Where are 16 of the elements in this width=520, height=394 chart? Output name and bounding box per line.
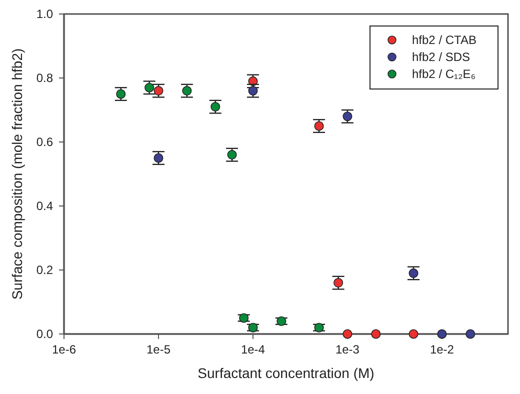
y-tick-label: 0.4: [36, 198, 54, 213]
x-tick-label: 1e-2: [430, 342, 454, 357]
legend-label: hfb2 / C₁₂E₆: [412, 67, 476, 81]
x-tick-label: 1e-6: [52, 342, 76, 357]
y-tick-label: 0.2: [36, 262, 54, 277]
y-tick-label: 1.0: [36, 6, 54, 21]
y-tick-label: 0.8: [36, 70, 54, 85]
y-axis-title: Surface composition (mole fraction hfb2): [9, 48, 25, 300]
x-tick-label: 1e-5: [146, 342, 171, 357]
x-axis-title: Surfactant concentration (M): [198, 365, 374, 381]
x-tick-label: 1e-4: [240, 342, 266, 357]
legend-label: hfb2 / SDS: [412, 50, 470, 64]
y-tick-label: 0.6: [36, 134, 54, 149]
y-tick-label: 0.0: [36, 326, 54, 341]
x-tick-label: 1e-3: [335, 342, 360, 357]
legend-label: hfb2 / CTAB: [412, 33, 476, 47]
